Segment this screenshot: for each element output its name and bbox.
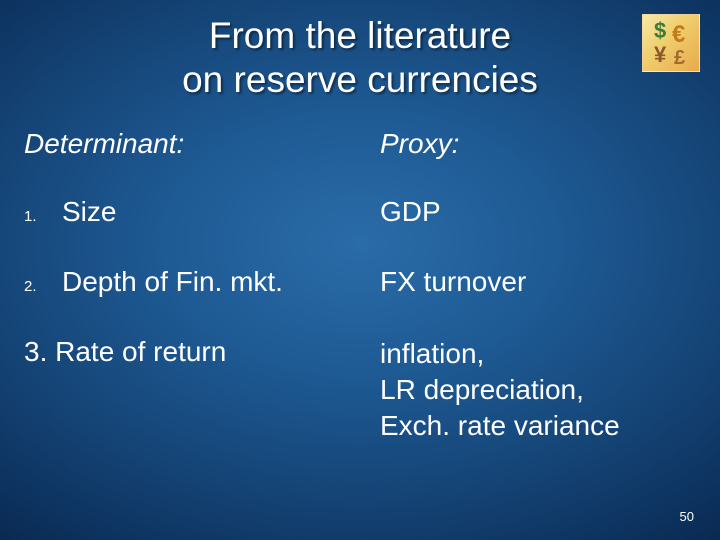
- svg-text:$: $: [654, 18, 666, 43]
- header-row: Determinant: Proxy:: [24, 128, 696, 160]
- currency-icon: $ € ¥ £: [642, 14, 700, 72]
- table-row: 2. Depth of Fin. mkt. FX turnover: [24, 266, 696, 298]
- table-row: 3. Rate of return inflation, LR deprecia…: [24, 336, 696, 443]
- determinant-cell: Size: [62, 196, 116, 228]
- slide: From the literature on reserve currencie…: [0, 0, 720, 540]
- header-proxy: Proxy:: [380, 128, 696, 160]
- proxy-line: LR depreciation,: [380, 374, 584, 405]
- proxy-cell: inflation, LR depreciation, Exch. rate v…: [380, 336, 696, 443]
- title-line-2: on reserve currencies: [182, 59, 538, 100]
- row-number: 2.: [24, 268, 62, 295]
- svg-text:¥: ¥: [654, 42, 667, 67]
- header-determinant: Determinant:: [24, 128, 380, 160]
- svg-text:€: €: [672, 21, 685, 48]
- proxy-line: inflation,: [380, 338, 484, 369]
- content-area: Determinant: Proxy: 1. Size GDP 2. Depth…: [24, 128, 696, 443]
- title-line-1: From the literature: [209, 15, 511, 56]
- determinant-cell: Depth of Fin. mkt.: [62, 266, 283, 298]
- row-number: 1.: [24, 198, 62, 225]
- proxy-cell: FX turnover: [380, 266, 696, 298]
- svg-text:£: £: [674, 47, 685, 69]
- proxy-cell: GDP: [380, 196, 696, 228]
- determinant-cell: 3. Rate of return: [24, 336, 226, 367]
- proxy-line: Exch. rate variance: [380, 410, 620, 441]
- table-row: 1. Size GDP: [24, 196, 696, 228]
- page-number: 50: [680, 509, 694, 524]
- slide-title: From the literature on reserve currencie…: [0, 14, 720, 101]
